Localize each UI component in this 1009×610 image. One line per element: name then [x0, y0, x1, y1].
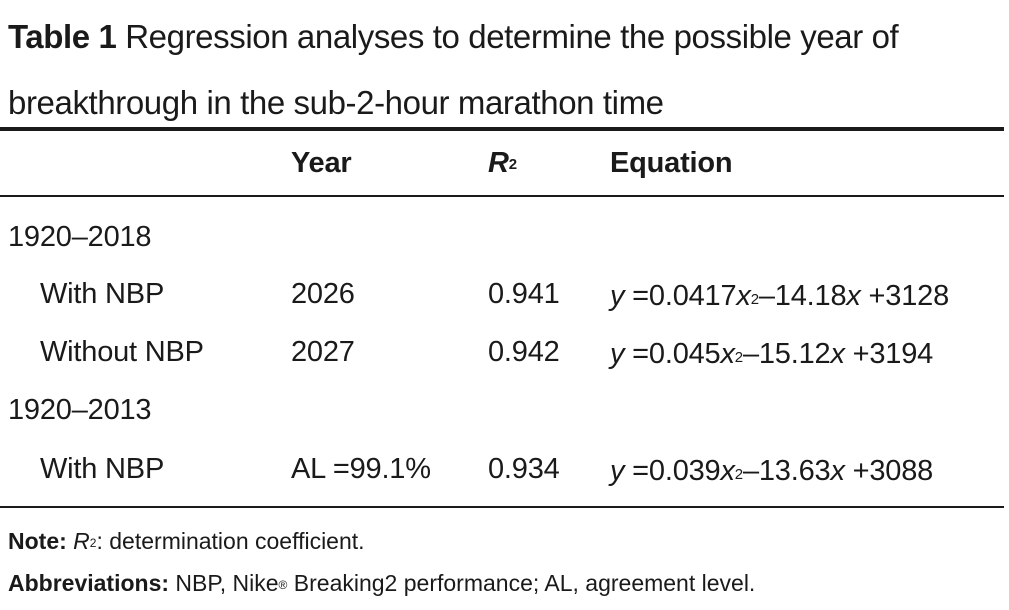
- eq-x: x: [720, 338, 735, 370]
- table-label: Table 1: [8, 18, 117, 55]
- eq-x: x: [846, 280, 861, 312]
- header-equation: Equation: [610, 147, 733, 179]
- header-year: Year: [291, 147, 352, 179]
- eq-x: x: [830, 338, 845, 370]
- abbreviations-label: Abbreviations:: [8, 570, 170, 596]
- row-equation: y =0.045x2–15.12x +3194: [610, 336, 933, 372]
- eq-b: –14.18: [758, 280, 847, 312]
- row-r2: 0.941: [488, 278, 560, 310]
- eq-y: y: [610, 455, 625, 487]
- eq-y: y: [610, 280, 625, 312]
- row-label: Without NBP: [40, 336, 204, 368]
- row-r2: 0.942: [488, 336, 560, 368]
- eq-power: 2: [734, 466, 743, 483]
- table-note: Note: R2: determination coefficient.: [8, 526, 365, 556]
- row-r2: 0.934: [488, 453, 560, 485]
- eq-c: +3194: [844, 338, 934, 370]
- eq-b: –15.12: [742, 338, 831, 370]
- eq-x: x: [720, 455, 735, 487]
- row-equation: y =0.039x2–13.63x +3088: [610, 453, 933, 489]
- row-equation: y =0.0417x2–14.18x +3128: [610, 278, 949, 314]
- row-year: AL =99.1%: [291, 453, 431, 485]
- top-rule: [0, 127, 1004, 131]
- eq-a: =0.045: [624, 338, 721, 370]
- note-superscript: 2: [89, 536, 97, 550]
- row-year: 2026: [291, 278, 355, 310]
- note-symbol: R: [73, 528, 90, 554]
- header-r2-superscript: 2: [508, 156, 517, 173]
- group-label-1920-2013: 1920–2013: [8, 394, 152, 426]
- note-text: : determination coefficient.: [96, 528, 365, 554]
- eq-power: 2: [734, 349, 743, 366]
- header-r2: R2: [488, 145, 517, 181]
- eq-c: +3088: [844, 455, 934, 487]
- row-label: With NBP: [40, 453, 165, 485]
- row-year: 2027: [291, 336, 355, 368]
- bottom-rule: [0, 506, 1004, 508]
- eq-y: y: [610, 338, 625, 370]
- group-label-1920-2018: 1920–2018: [8, 221, 152, 253]
- table-abbreviations: Abbreviations: NBP, Nike® Breaking2 perf…: [8, 568, 755, 598]
- eq-a: =0.0417: [624, 280, 737, 312]
- eq-a: =0.039: [624, 455, 721, 487]
- row-label: With NBP: [40, 278, 165, 310]
- abbreviations-text: NBP, Nike: [169, 570, 279, 596]
- table-title: Regression analyses to determine the pos…: [8, 18, 899, 121]
- registered-mark: ®: [278, 578, 288, 592]
- eq-c: +3128: [860, 280, 950, 312]
- abbreviations-text-rest: Breaking2 performance; AL, agreement lev…: [287, 570, 756, 596]
- note-label: Note:: [8, 528, 67, 554]
- table-caption: Table 1 Regression analyses to determine…: [8, 4, 1003, 136]
- header-r2-symbol: R: [488, 147, 509, 179]
- eq-x: x: [830, 455, 845, 487]
- eq-b: –13.63: [742, 455, 831, 487]
- eq-x: x: [736, 280, 751, 312]
- eq-power: 2: [750, 291, 759, 308]
- header-rule: [0, 195, 1004, 197]
